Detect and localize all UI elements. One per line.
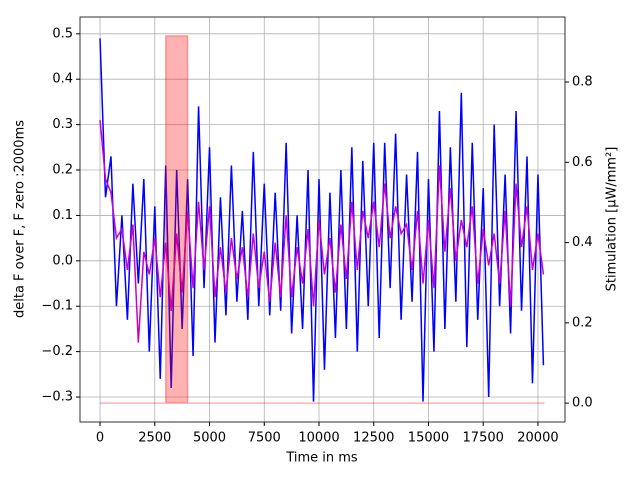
y-tick-label: 0.4 (52, 72, 73, 87)
x-tick-label: 20000 (517, 431, 558, 446)
x-tick-label: 0 (96, 431, 104, 446)
y2-tick-label: 0.0 (572, 396, 593, 411)
y2-tick-label: 0.2 (572, 315, 593, 330)
y-axis-label: delta F over F, F zero :2000ms (13, 120, 28, 318)
data-line (99, 120, 545, 343)
x-tick-label: 2500 (138, 431, 171, 446)
y2-tick-label: 0.4 (572, 235, 593, 250)
x-tick-label: 17500 (463, 431, 504, 446)
y-tick-label: 0.3 (52, 117, 73, 132)
y-tick-label: −0.1 (41, 299, 73, 314)
x-tick-label: 15000 (408, 431, 449, 446)
y-tick-label: 0.0 (52, 253, 73, 268)
x-tick-label: 12500 (353, 431, 394, 446)
x-axis-label: Time in ms (285, 451, 358, 466)
x-tick-label: 5000 (193, 431, 226, 446)
y2-tick-label: 0.8 (572, 75, 593, 90)
x-tick-label: 7500 (248, 431, 281, 446)
y-tick-label: 0.2 (52, 163, 73, 178)
y-tick-label: −0.3 (41, 390, 73, 405)
y2-tick-label: 0.6 (572, 155, 593, 170)
x-tick-label: 10000 (298, 431, 339, 446)
plot-frame (79, 16, 566, 423)
y-tick-label: 0.5 (52, 26, 73, 41)
y2-axis-label: Stimulation [μW/mm²] (605, 147, 620, 292)
y-tick-label: −0.2 (41, 344, 73, 359)
data-line (100, 35, 545, 404)
y-tick-label: 0.1 (52, 208, 73, 223)
